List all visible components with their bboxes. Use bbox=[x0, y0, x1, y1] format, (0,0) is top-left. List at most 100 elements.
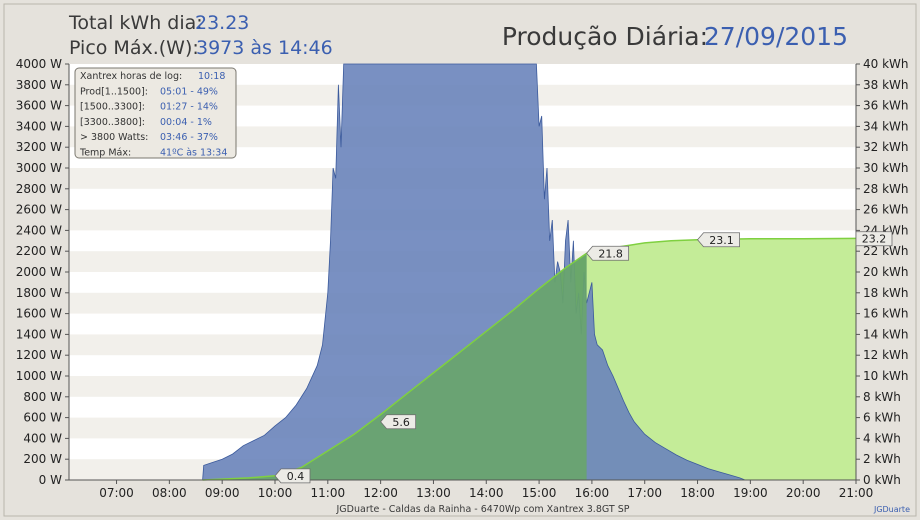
x-tick-label: 11:00 bbox=[311, 486, 346, 500]
y-right-tick-label: 16 kWh bbox=[863, 307, 909, 321]
y-right-tick-label: 2 kWh bbox=[863, 452, 901, 466]
y-right-tick-label: 30 kWh bbox=[863, 161, 909, 175]
energy-area-overlay bbox=[202, 253, 587, 480]
y-left-tick-label: 3200 W bbox=[16, 140, 62, 154]
y-right-tick-label: 38 kWh bbox=[863, 78, 909, 92]
y-right-tick-label: 18 kWh bbox=[863, 286, 909, 300]
y-right-tick-label: 28 kWh bbox=[863, 182, 909, 196]
stats-row-label: [3300..3800]: bbox=[80, 117, 145, 128]
x-tick-label: 13:00 bbox=[416, 486, 451, 500]
y-right-tick-label: 40 kWh bbox=[863, 57, 909, 71]
y-right-tick-label: 32 kWh bbox=[863, 140, 909, 154]
y-left-tick-label: 600 W bbox=[23, 411, 62, 425]
y-left-tick-label: 3600 W bbox=[16, 99, 62, 113]
data-label: 23.1 bbox=[697, 232, 740, 248]
x-tick-label: 17:00 bbox=[627, 486, 662, 500]
x-tick-label: 07:00 bbox=[99, 486, 134, 500]
data-label: 21.8 bbox=[586, 245, 630, 261]
data-label-text: 0.4 bbox=[287, 470, 305, 483]
y-left-tick-label: 1400 W bbox=[16, 327, 62, 341]
y-right-tick-label: 14 kWh bbox=[863, 327, 909, 341]
power-area bbox=[202, 63, 746, 481]
stats-row-value: 41ºC às 13:34 bbox=[160, 148, 227, 159]
y-right-tick-label: 34 kWh bbox=[863, 119, 909, 133]
x-tick-label: 21:00 bbox=[839, 486, 874, 500]
data-label-text: 23.1 bbox=[709, 234, 734, 247]
data-label: 23.2 bbox=[855, 231, 893, 247]
stats-row-value: 03:46 - 37% bbox=[160, 132, 218, 143]
data-label-text: 5.6 bbox=[392, 416, 410, 429]
x-tick-label: 09:00 bbox=[205, 486, 240, 500]
energy-series-line bbox=[202, 237, 857, 481]
y-left-tick-label: 400 W bbox=[23, 431, 62, 445]
stats-row-label: > 3800 Watts: bbox=[80, 132, 148, 143]
total-kwh-value: 23.23 bbox=[195, 12, 249, 34]
total-kwh-label: Total kWh dia: bbox=[68, 12, 203, 34]
y-right-tick-label: 4 kWh bbox=[863, 431, 901, 445]
data-label-text: 21.8 bbox=[598, 247, 623, 260]
chart-title-label: Produção Diária: bbox=[502, 22, 708, 51]
data-label-flag bbox=[697, 232, 740, 248]
chart-title-date: 27/09/2015 bbox=[704, 22, 848, 51]
stats-row-value: 00:04 - 1% bbox=[160, 117, 212, 128]
peak-power-label: Pico Máx.(W): bbox=[69, 37, 199, 59]
y-left-tick-label: 1600 W bbox=[16, 307, 62, 321]
y-right-tick-label: 20 kWh bbox=[863, 265, 909, 279]
y-right-tick-label: 10 kWh bbox=[863, 369, 909, 383]
stats-row-value: 05:01 - 49% bbox=[160, 86, 218, 97]
stats-row-value: 10:18 bbox=[198, 71, 225, 82]
y-left-tick-label: 2800 W bbox=[16, 182, 62, 196]
data-labels: 0.4 5.6 21.8 23.1 23.2 bbox=[274, 231, 893, 484]
data-label-flag bbox=[274, 468, 311, 484]
y-left-tick-label: 1200 W bbox=[16, 348, 62, 362]
footer-caption: JGDuarte - Caldas da Rainha - 6470Wp com… bbox=[336, 504, 630, 515]
data-label: 5.6 bbox=[380, 414, 417, 430]
stats-row-label: [1500..3300]: bbox=[80, 102, 145, 113]
y-right-tick-label: 36 kWh bbox=[863, 99, 909, 113]
y-left-tick-label: 2400 W bbox=[16, 223, 62, 237]
y-axis-left: 0 W 200 W 400 W 600 W 800 W 1000 W 1200 W 1400 … bbox=[16, 57, 69, 487]
y-left-tick-label: 1000 W bbox=[16, 369, 62, 383]
y-right-tick-label: 12 kWh bbox=[863, 348, 909, 362]
stats-row-label: Prod[1..1500]: bbox=[80, 86, 148, 97]
y-left-tick-label: 3400 W bbox=[16, 119, 62, 133]
y-right-tick-label: 6 kWh bbox=[863, 411, 901, 425]
x-tick-label: 10:00 bbox=[258, 486, 293, 500]
x-tick-label: 14:00 bbox=[469, 486, 504, 500]
stats-row-label: Temp Máx: bbox=[79, 148, 131, 159]
footer-credit: JGDuarte bbox=[873, 505, 910, 514]
y-left-tick-label: 4000 W bbox=[16, 57, 62, 71]
chart-border bbox=[3, 3, 917, 517]
y-left-tick-label: 200 W bbox=[23, 452, 62, 466]
peak-power-value: 3973 às 14:46 bbox=[196, 37, 333, 59]
y-right-tick-label: 8 kWh bbox=[863, 390, 901, 404]
x-tick-label: 19:00 bbox=[733, 486, 768, 500]
x-axis: 07:00 08:00 09:00 10:00 11:00 12:00 13:00 14:00… bbox=[68, 64, 874, 500]
y-left-tick-label: 1800 W bbox=[16, 286, 62, 300]
y-right-tick-label: 26 kWh bbox=[863, 203, 909, 217]
y-right-tick-label: 22 kWh bbox=[863, 244, 909, 258]
stats-row-label: Xantrex horas de log: bbox=[80, 71, 182, 82]
data-label-flag bbox=[380, 414, 417, 430]
power-series bbox=[202, 63, 746, 481]
x-tick-label: 20:00 bbox=[786, 486, 821, 500]
data-label-text: 23.2 bbox=[862, 233, 887, 246]
y-left-tick-label: 3800 W bbox=[16, 78, 62, 92]
stats-box: Xantrex horas de log: 10:18 Prod[1..1500]:… bbox=[74, 67, 237, 159]
energy-area-future bbox=[586, 238, 856, 480]
y-left-tick-label: 0 W bbox=[39, 473, 62, 487]
data-label: 0.4 bbox=[274, 468, 311, 484]
y-left-tick-label: 2600 W bbox=[16, 203, 62, 217]
x-tick-label: 18:00 bbox=[680, 486, 715, 500]
y-left-tick-label: 2000 W bbox=[16, 265, 62, 279]
y-left-tick-label: 2200 W bbox=[16, 244, 62, 258]
stats-row-value: 01:27 - 14% bbox=[160, 102, 218, 113]
y-axis-right: 0 kWh 2 kWh 4 kWh 6 kWh 8 kWh 10 kWh 12 kWh 14 … bbox=[856, 57, 909, 487]
y-left-tick-label: 3000 W bbox=[16, 161, 62, 175]
data-label-flag bbox=[586, 245, 630, 261]
x-tick-label: 16:00 bbox=[575, 486, 610, 500]
energy-line bbox=[202, 237, 857, 481]
data-label-flag bbox=[855, 231, 893, 247]
